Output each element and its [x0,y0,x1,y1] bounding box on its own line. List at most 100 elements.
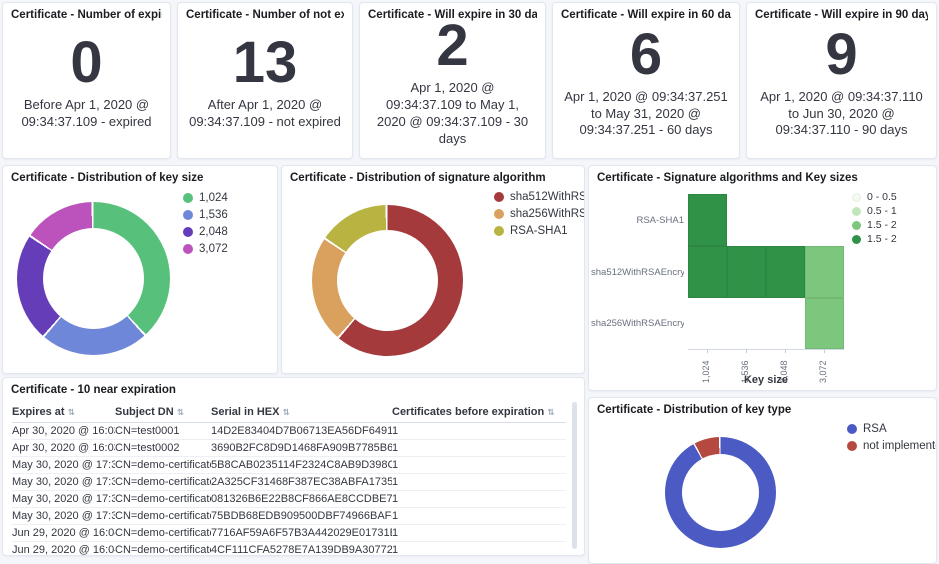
legend-item[interactable]: 3,072 [183,240,228,257]
panel-title: Certificate - Will expire in 60 days [561,9,731,21]
legend-item[interactable]: 1,024 [183,189,228,206]
legend-item[interactable]: 1.5 - 2 [852,232,897,246]
cell-serial-hex: 5B8CAB0235114F2324C8AB9D398C52C15F721423 [211,456,392,474]
table-row: May 30, 2020 @ 17:37:51.000 CN=demo-cert… [12,507,566,525]
legend-label: sha256WithRSAEnc... [510,207,584,220]
cell-subject-dn: CN=test0002 [115,439,211,457]
heatmap-legend: 0 - 0.5 0.5 - 1 1.5 - 2 1.5 - 2 [852,190,897,246]
panel-number-of-expired: Certificate - Number of expired 0 Before… [2,2,171,159]
cell-expires-at: May 30, 2020 @ 17:34:22.000 [12,490,115,508]
legend-item[interactable]: RSA [847,420,936,437]
legend-item[interactable]: sha256WithRSAEnc... [494,205,584,222]
axis-tick [785,349,786,353]
legend-label: 0 - 0.5 [867,191,897,203]
table-row: Jun 29, 2020 @ 16:04:47.000 CN=demo-cert… [12,541,566,555]
cell-subject-dn: CN=demo-certificate-0007 [115,507,211,525]
heatmap-cell[interactable] [805,246,844,298]
key-size-legend: 1,024 1,536 2,048 3,072 [183,189,228,257]
cell-expires-at: Jun 29, 2020 @ 16:04:47.000 [12,541,115,555]
column-header-serial-hex[interactable]: Serial in HEX ⇅ [211,404,392,423]
legend-label: RSA [863,422,887,435]
heatmap-cell[interactable] [766,194,805,246]
heatmap-cell[interactable] [805,194,844,246]
cell-certs-before: 1 [392,507,566,525]
panel-expire-90-days: Certificate - Will expire in 90 days 9 A… [746,2,937,159]
legend-swatch-icon [852,192,861,202]
heatmap-y-label: RSA-SHA1 [636,215,684,226]
panel-title: Certificate - Will expire in 90 days [755,9,928,21]
legend-item[interactable]: sha512WithRSAEncr... [494,188,584,205]
heatmap-cell[interactable] [766,298,805,349]
cell-certs-before: 1 [392,473,566,491]
column-header-certs-before-expiration[interactable]: Certificates before expiration ⇅ [392,404,566,423]
heatmap-cell[interactable] [688,298,727,349]
panel-signature-algorithm-distribution: Certificate - Distribution of signature … [281,165,585,374]
heatmap-x-axis-title: Key size [743,374,789,386]
cell-expires-at: Apr 30, 2020 @ 16:03:44.000 [12,439,115,457]
metric-body: 2 Apr 1, 2020 @ 09:34:37.109 to May 1, 2… [360,3,545,158]
legend-item[interactable]: 1.5 - 2 [852,218,897,232]
donut-hole [337,230,438,331]
panel-title: Certificate - Number of expired [11,9,162,21]
legend-label: 0.5 - 1 [867,205,897,217]
metric-subtitle: Apr 1, 2020 @ 09:34:37.109 to May 1, 202… [376,80,529,146]
key-type-legend: RSA not implemented [847,420,936,454]
heatmap-cell[interactable] [766,246,805,298]
heatmap-y-label: sha512WithRSAEncryption [591,267,684,278]
legend-swatch-icon [847,440,857,451]
cell-serial-hex: 3690B2FC8D9D1468FA909B7785B6FBF375BFD075 [211,439,392,457]
cell-certs-before: 1 [392,541,566,555]
cell-subject-dn: CN=demo-certificate-0004 [115,456,211,474]
metric-body: 9 Apr 1, 2020 @ 09:34:37.110 to Jun 30, … [747,3,936,158]
key-size-donut-chart[interactable] [17,202,170,355]
legend-item[interactable]: not implemented [847,437,936,454]
panel-expire-60-days: Certificate - Will expire in 60 days 6 A… [552,2,740,159]
legend-swatch-icon [852,234,861,244]
cell-certs-before: 1 [392,490,566,508]
legend-label: RSA-SHA1 [510,224,568,237]
table-row: May 30, 2020 @ 17:33:32.000 CN=demo-cert… [12,473,566,491]
cell-subject-dn: CN=demo-certificate-0002 [115,541,211,555]
metric-subtitle: Apr 1, 2020 @ 09:34:37.110 to Jun 30, 20… [760,88,923,138]
axis-tick [707,349,708,353]
legend-swatch-icon [183,209,193,220]
cell-serial-hex: 4CF111CFA5278E7A139DB9A30772653BAE74C8E9 [211,541,392,555]
panel-title: Certificate - Signature algorithms and K… [597,172,858,184]
legend-item[interactable]: 1,536 [183,206,228,223]
legend-label: 1.5 - 2 [867,233,897,245]
signature-algorithm-donut-chart[interactable] [312,205,463,356]
panel-expire-30-days: Certificate - Will expire in 30 days 2 A… [359,2,546,159]
column-header-subject-dn[interactable]: Subject DN ⇅ [115,404,211,423]
cell-expires-at: Jun 29, 2020 @ 16:04:36.000 [12,524,115,542]
cell-expires-at: May 30, 2020 @ 17:33:09.000 [12,456,115,474]
key-type-donut-chart[interactable] [665,437,776,548]
legend-item[interactable]: 2,048 [183,223,228,240]
column-header-expires-at[interactable]: Expires at ⇅ [12,404,115,423]
near-expiration-table: Expires at ⇅ Subject DN ⇅ Serial in HEX ⇅ C… [12,404,566,555]
panel-key-size-distribution: Certificate - Distribution of key size 1… [2,165,278,374]
table-header-row: Expires at ⇅ Subject DN ⇅ Serial in HEX ⇅ C… [12,404,566,423]
table-scrollbar[interactable] [572,402,577,549]
sort-icon: ⇅ [67,407,75,417]
heatmap-grid[interactable] [688,194,844,350]
heatmap-cell[interactable] [727,298,766,349]
heatmap-cell[interactable] [688,194,727,246]
heatmap-cell[interactable] [805,298,844,349]
cell-serial-hex: 7716AF59A6F57B3A442029E01731BEFE5E6D3FFA [211,524,392,542]
legend-swatch-icon [494,208,504,219]
legend-item[interactable]: RSA-SHA1 [494,222,584,239]
legend-swatch-icon [494,191,504,202]
legend-item[interactable]: 0 - 0.5 [852,190,897,204]
legend-label: 3,072 [199,242,228,255]
legend-label: not implemented [863,439,936,452]
panel-number-of-not-expired: Certificate - Number of not expired 13 A… [177,2,353,159]
cell-expires-at: May 30, 2020 @ 17:37:51.000 [12,507,115,525]
metric-subtitle: Before Apr 1, 2020 @ 09:34:37.109 - expi… [21,97,152,129]
metric-value: 9 [825,21,858,87]
heatmap-cell[interactable] [727,194,766,246]
heatmap-cell[interactable] [727,246,766,298]
cell-serial-hex: 2A325CF31468F387EC38ABFA17352F1310DAC49E [211,473,392,491]
heatmap-cell[interactable] [688,246,727,298]
cell-certs-before: 1 [392,456,566,474]
legend-item[interactable]: 0.5 - 1 [852,204,897,218]
